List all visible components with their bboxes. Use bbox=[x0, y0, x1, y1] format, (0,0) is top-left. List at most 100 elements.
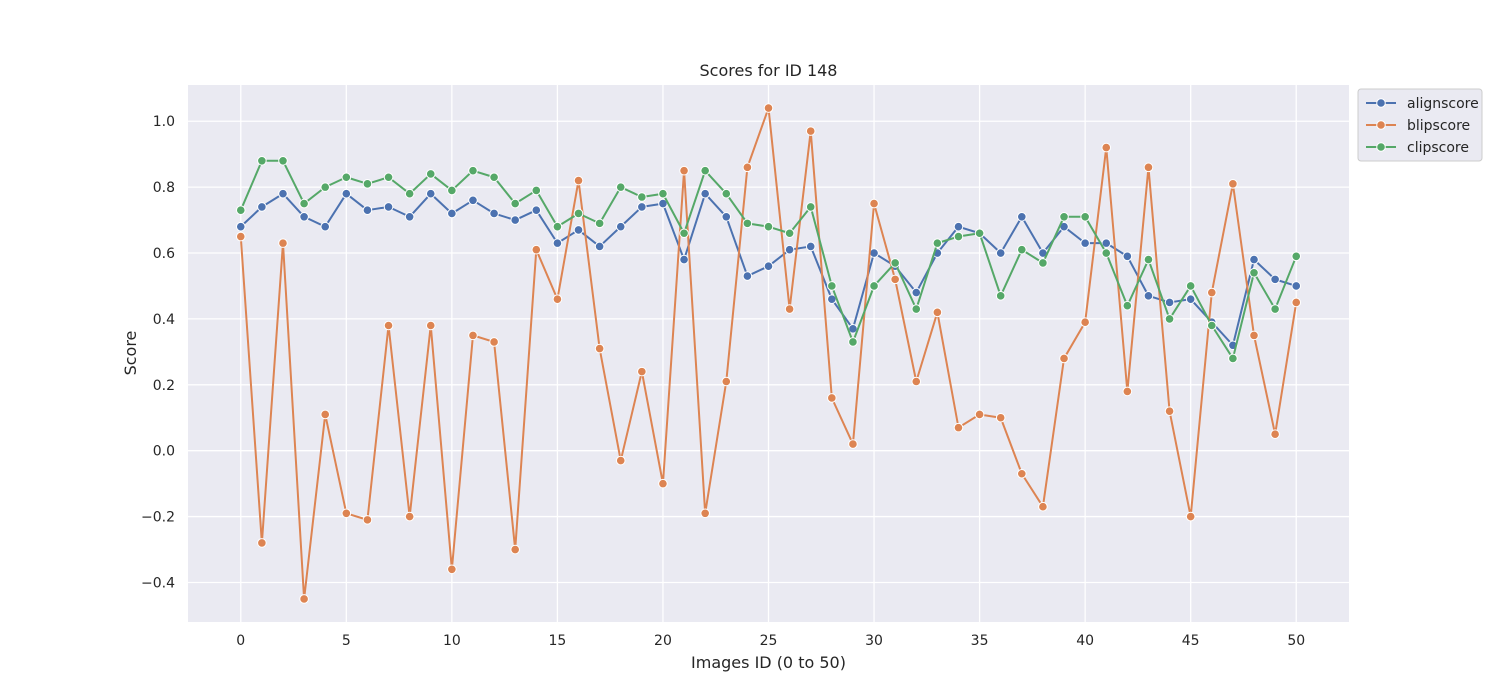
data-point-blipscore bbox=[721, 376, 732, 387]
data-point-alignscore bbox=[257, 202, 267, 212]
data-point-alignscore bbox=[1249, 254, 1259, 265]
data-point-clipscore bbox=[531, 185, 542, 196]
data-point-clipscore bbox=[890, 258, 900, 268]
data-point-alignscore bbox=[995, 248, 1006, 258]
data-point-blipscore bbox=[404, 511, 415, 522]
data-point-blipscore bbox=[531, 244, 542, 255]
data-point-blipscore bbox=[1017, 468, 1027, 479]
data-point-blipscore bbox=[1164, 406, 1175, 416]
data-point-clipscore bbox=[1185, 281, 1196, 291]
data-point-blipscore bbox=[1185, 511, 1196, 522]
data-point-alignscore bbox=[615, 221, 626, 232]
series-layer bbox=[235, 103, 1302, 604]
data-point-blipscore bbox=[805, 126, 816, 136]
data-point-blipscore bbox=[1206, 287, 1217, 298]
legend-swatch-marker bbox=[1376, 98, 1386, 108]
data-point-alignscore bbox=[320, 221, 331, 232]
data-point-clipscore bbox=[742, 218, 753, 229]
data-point-alignscore bbox=[1291, 281, 1302, 291]
data-point-alignscore bbox=[531, 205, 542, 215]
data-point-blipscore bbox=[974, 409, 985, 420]
data-point-clipscore bbox=[341, 172, 352, 183]
data-point-blipscore bbox=[552, 294, 563, 304]
data-point-alignscore bbox=[700, 188, 710, 199]
legend-item-clipscore: clipscore bbox=[1366, 140, 1469, 156]
data-point-blipscore bbox=[1122, 386, 1133, 397]
data-point-clipscore bbox=[447, 185, 457, 196]
data-point-clipscore bbox=[1122, 300, 1133, 311]
data-point-blipscore bbox=[932, 307, 943, 318]
data-point-blipscore bbox=[1038, 501, 1048, 512]
data-point-alignscore bbox=[594, 241, 605, 252]
data-point-clipscore bbox=[1143, 254, 1154, 265]
x-tick-label: 40 bbox=[1076, 633, 1094, 649]
data-point-clipscore bbox=[1038, 258, 1048, 268]
data-point-clipscore bbox=[489, 172, 499, 183]
data-point-clipscore bbox=[911, 304, 922, 314]
x-tick-label: 45 bbox=[1182, 633, 1200, 649]
data-point-alignscore bbox=[489, 208, 499, 219]
data-point-blipscore bbox=[278, 238, 288, 248]
x-tick-label: 25 bbox=[760, 633, 778, 649]
data-point-blipscore bbox=[320, 409, 331, 420]
data-point-alignscore bbox=[679, 254, 689, 265]
x-axis-ticks: 0 5 10 15 20 25 30 35 40 45 50 bbox=[236, 633, 1305, 649]
data-point-blipscore bbox=[953, 422, 964, 433]
data-point-alignscore bbox=[362, 205, 373, 215]
data-point-clipscore bbox=[1017, 244, 1027, 255]
data-point-alignscore bbox=[425, 188, 436, 199]
series-blipscore bbox=[235, 103, 1302, 604]
data-point-blipscore bbox=[1080, 317, 1090, 328]
data-point-clipscore bbox=[468, 165, 478, 176]
data-point-alignscore bbox=[1270, 274, 1280, 285]
y-tick-label: 0.6 bbox=[153, 246, 175, 262]
data-point-clipscore bbox=[1270, 304, 1280, 314]
data-point-alignscore bbox=[383, 202, 394, 212]
data-point-clipscore bbox=[1249, 267, 1259, 278]
data-point-clipscore bbox=[235, 205, 246, 215]
legend-box bbox=[1357, 88, 1483, 162]
data-point-blipscore bbox=[1059, 353, 1069, 364]
data-point-clipscore bbox=[1101, 248, 1112, 258]
data-point-blipscore bbox=[1249, 330, 1259, 341]
x-tick-label: 50 bbox=[1287, 633, 1305, 649]
data-point-alignscore bbox=[235, 221, 246, 232]
data-point-clipscore bbox=[573, 208, 584, 219]
x-tick-label: 10 bbox=[443, 633, 461, 649]
data-point-clipscore bbox=[594, 218, 605, 229]
x-tick-label: 0 bbox=[236, 633, 245, 649]
data-point-alignscore bbox=[805, 241, 816, 252]
data-point-clipscore bbox=[721, 188, 732, 199]
data-point-blipscore bbox=[1143, 162, 1154, 173]
data-point-blipscore bbox=[425, 320, 436, 331]
data-point-alignscore bbox=[1101, 238, 1112, 248]
data-point-alignscore bbox=[1017, 211, 1027, 222]
data-point-clipscore bbox=[953, 231, 964, 242]
data-point-alignscore bbox=[404, 211, 415, 222]
data-point-alignscore bbox=[299, 211, 309, 222]
x-tick-label: 15 bbox=[548, 633, 566, 649]
data-point-clipscore bbox=[1059, 211, 1069, 222]
data-point-blipscore bbox=[594, 343, 605, 354]
data-point-clipscore bbox=[995, 291, 1006, 301]
data-point-clipscore bbox=[1164, 314, 1175, 324]
data-point-blipscore bbox=[1228, 179, 1238, 189]
data-point-alignscore bbox=[552, 238, 563, 248]
data-point-blipscore bbox=[700, 508, 710, 519]
data-point-alignscore bbox=[573, 225, 584, 235]
data-point-blipscore bbox=[257, 538, 267, 548]
data-point-blipscore bbox=[362, 515, 373, 525]
legend-item-blipscore: blipscore bbox=[1366, 118, 1470, 134]
data-point-blipscore bbox=[447, 564, 457, 575]
x-tick-label: 5 bbox=[342, 633, 351, 649]
data-point-blipscore bbox=[679, 165, 689, 176]
legend-label: alignscore bbox=[1407, 96, 1479, 112]
data-point-clipscore bbox=[1080, 211, 1090, 222]
data-point-clipscore bbox=[827, 281, 837, 291]
legend-label: blipscore bbox=[1407, 118, 1470, 134]
data-point-clipscore bbox=[784, 228, 795, 239]
data-point-blipscore bbox=[637, 366, 647, 377]
data-point-alignscore bbox=[911, 287, 922, 298]
data-point-clipscore bbox=[299, 198, 309, 209]
